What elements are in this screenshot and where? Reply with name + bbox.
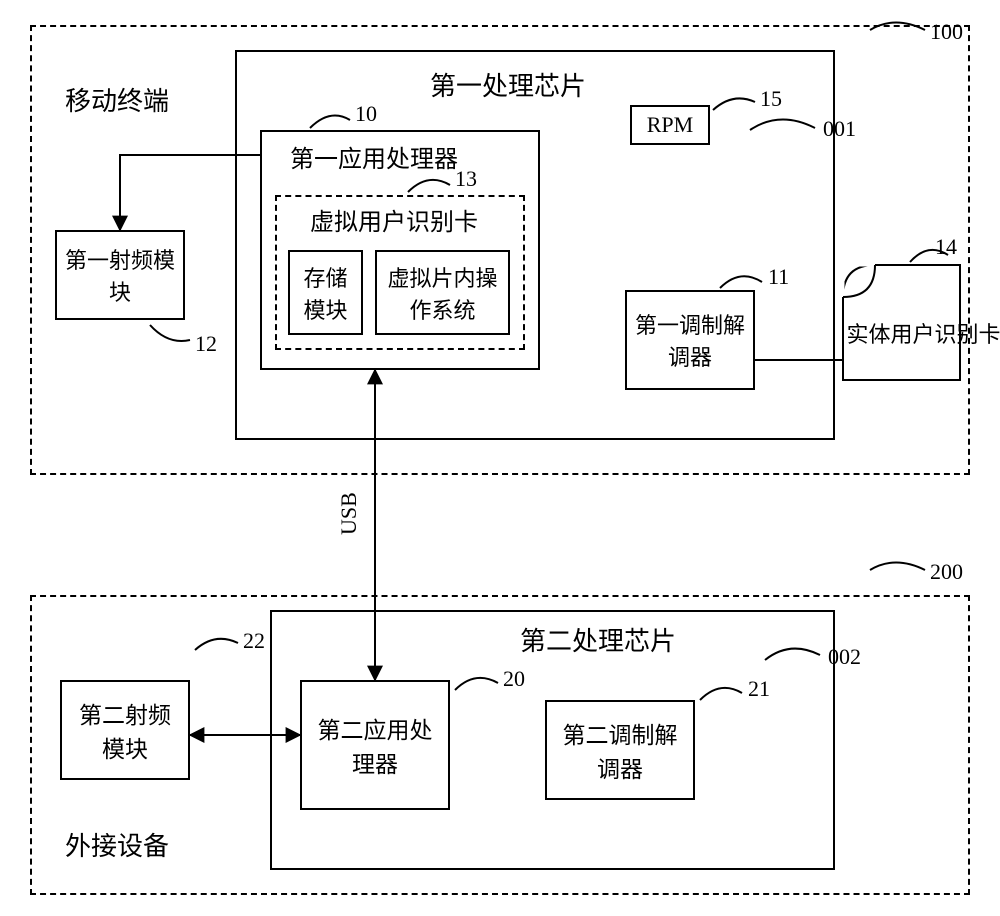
box-app-proc1-title: 第一应用处理器: [290, 145, 458, 176]
box-modem2: 第二调制解调器: [545, 700, 695, 800]
box-rf1: 第一射频模块: [55, 230, 185, 320]
group-external-device-title: 外接设备: [65, 830, 169, 864]
ref-13: 13: [455, 165, 477, 194]
box-rf2: 第二射频模块: [60, 680, 190, 780]
ref-200: 200: [930, 558, 963, 587]
box-storage-title: 存储模块: [296, 261, 356, 325]
box-modem1: 第一调制解调器: [625, 290, 755, 390]
ref-15: 15: [760, 85, 782, 114]
ref-001: 001: [823, 115, 856, 144]
box-sim-card-title: 实体用户识别卡: [843, 295, 960, 375]
box-chip1-title: 第一处理芯片: [430, 70, 586, 104]
ref-12: 12: [195, 330, 217, 359]
ref-11: 11: [768, 263, 789, 292]
ref-14: 14: [935, 233, 957, 262]
ref-002: 002: [828, 643, 861, 672]
box-modem1-title: 第一调制解调器: [635, 308, 745, 372]
box-rf2-title: 第二射频模块: [70, 696, 180, 764]
box-app-proc2: 第二应用处理器: [300, 680, 450, 810]
ref-22: 22: [243, 627, 265, 656]
box-vcos-title: 虚拟片内操作系统: [383, 261, 503, 325]
diagram-canvas: 移动终端 第一处理芯片 第一应用处理器 虚拟用户识别卡 存储模块 虚拟片内操作系…: [0, 0, 1000, 916]
box-app-proc2-title: 第二应用处理器: [310, 711, 440, 779]
box-rpm: RPM: [630, 105, 710, 145]
ref-100: 100: [930, 18, 963, 47]
box-modem2-title: 第二调制解调器: [555, 716, 685, 784]
box-vsim-title: 虚拟用户识别卡: [310, 208, 478, 239]
group-mobile-terminal-title: 移动终端: [65, 85, 169, 119]
usb-label: USB: [335, 492, 364, 535]
box-vcos: 虚拟片内操作系统: [375, 250, 510, 335]
ref-21: 21: [748, 675, 770, 704]
box-storage: 存储模块: [288, 250, 363, 335]
ref-10: 10: [355, 100, 377, 129]
box-chip2-title: 第二处理芯片: [520, 625, 676, 659]
ref-20: 20: [503, 665, 525, 694]
box-rpm-title: RPM: [647, 112, 693, 138]
box-rf1-title: 第一射频模块: [65, 243, 175, 307]
